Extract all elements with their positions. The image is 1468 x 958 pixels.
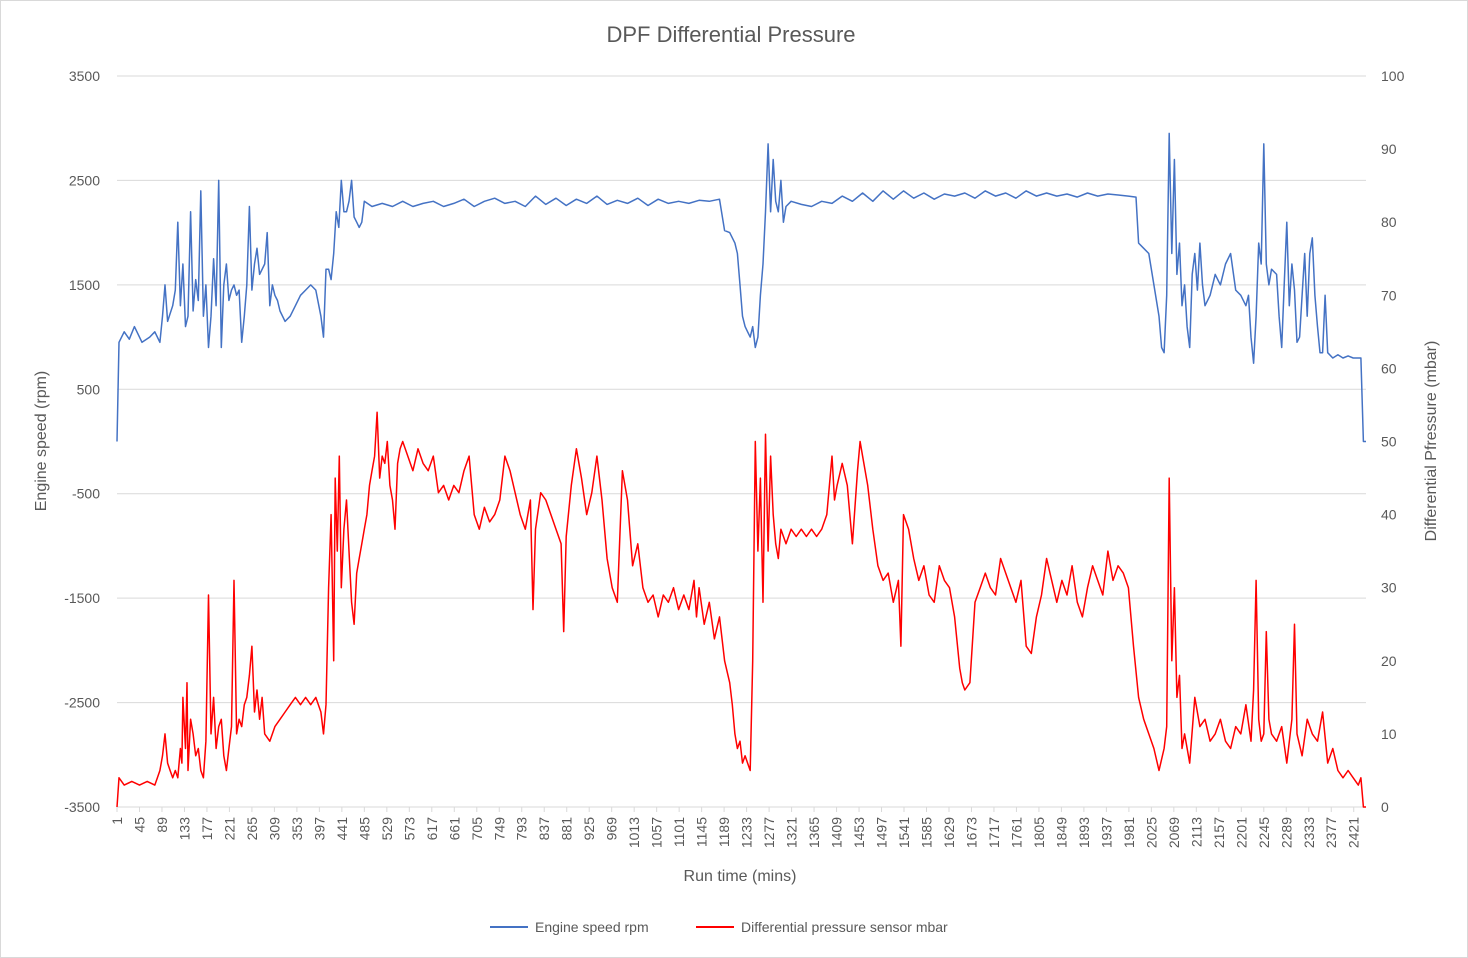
right-tick-label: 30 — [1381, 580, 1397, 596]
x-tick-label: 397 — [311, 817, 327, 841]
left-tick-label: -2500 — [64, 695, 100, 711]
x-tick-label: 89 — [154, 817, 170, 833]
x-tick-label: 1497 — [874, 817, 890, 848]
x-tick-label: 969 — [604, 817, 620, 841]
left-tick-label: -500 — [72, 486, 100, 502]
left-tick-label: -3500 — [64, 799, 100, 815]
right-tick-label: 100 — [1381, 68, 1405, 84]
left-tick-label: 500 — [77, 381, 101, 397]
x-tick-label: 1937 — [1098, 817, 1114, 848]
x-tick-label: 2377 — [1323, 817, 1339, 848]
x-tick-label: 1365 — [806, 817, 822, 848]
x-tick-label: 573 — [401, 817, 417, 841]
x-tick-label: 1057 — [649, 817, 665, 848]
x-tick-label: 221 — [221, 817, 237, 841]
x-axis-ticks: 1 45 89 133 177 221 265 309 353 397 441 485 529 573 61… — [109, 807, 1362, 848]
x-tick-label: 1585 — [918, 817, 934, 848]
x-tick-label: 2289 — [1278, 817, 1294, 848]
right-tick-label: 90 — [1381, 141, 1397, 157]
right-tick-label: 0 — [1381, 799, 1389, 815]
right-tick-label: 20 — [1381, 653, 1397, 669]
x-tick-label: 2025 — [1143, 817, 1159, 848]
x-tick-label: 1761 — [1008, 817, 1024, 848]
x-tick-label: 2157 — [1211, 817, 1227, 848]
right-tick-label: 40 — [1381, 507, 1397, 523]
x-tick-label: 309 — [266, 817, 282, 841]
x-tick-label: 1 — [109, 817, 125, 825]
left-tick-label: 1500 — [69, 277, 100, 293]
x-tick-label: 2069 — [1166, 817, 1182, 848]
x-tick-label: 705 — [469, 817, 485, 841]
x-tick-label: 1805 — [1031, 817, 1047, 848]
x-tick-label: 1629 — [941, 817, 957, 848]
x-tick-label: 1277 — [761, 817, 777, 848]
legend-label-differential-pressure: Differential pressure sensor mbar — [741, 919, 948, 935]
x-tick-label: 353 — [289, 817, 305, 841]
x-tick-label: 177 — [199, 817, 215, 841]
x-tick-label: 661 — [446, 817, 462, 841]
right-axis-title: Differential Pfressure (mbar) — [1423, 341, 1440, 542]
x-tick-label: 45 — [131, 817, 147, 833]
legend: Engine speed rpm Differential pressure s… — [490, 919, 948, 935]
x-tick-label: 133 — [176, 817, 192, 841]
x-tick-label: 2201 — [1233, 817, 1249, 848]
x-tick-label: 1893 — [1076, 817, 1092, 848]
left-tick-label: 3500 — [69, 68, 100, 84]
right-tick-label: 80 — [1381, 214, 1397, 230]
x-tick-label: 1673 — [963, 817, 979, 848]
series-layer — [116, 132, 1366, 808]
x-tick-label: 265 — [244, 817, 260, 841]
x-tick-label: 837 — [536, 817, 552, 841]
legend-label-engine-speed: Engine speed rpm — [535, 919, 649, 935]
right-tick-label: 10 — [1381, 726, 1397, 742]
right-tick-label: 60 — [1381, 360, 1397, 376]
gridlines — [117, 75, 1366, 808]
x-tick-label: 1013 — [626, 817, 642, 848]
left-axis-title: Engine speed (rpm) — [33, 371, 50, 512]
x-tick-label: 881 — [559, 817, 575, 841]
x-axis-title: Run time (mins) — [684, 868, 797, 885]
right-tick-label: 70 — [1381, 287, 1397, 303]
right-tick-label: 50 — [1381, 434, 1397, 450]
x-tick-label: 2333 — [1301, 817, 1317, 848]
x-tick-label: 441 — [334, 817, 350, 841]
left-tick-label: -1500 — [64, 590, 100, 606]
x-tick-label: 529 — [379, 817, 395, 841]
series-line-engine-speed — [116, 132, 1366, 443]
x-tick-label: 1717 — [986, 817, 1002, 848]
x-tick-label: 1145 — [694, 817, 710, 847]
x-tick-label: 1409 — [829, 817, 845, 848]
x-tick-label: 617 — [424, 817, 440, 841]
x-tick-label: 1453 — [851, 817, 867, 848]
x-tick-label: 749 — [491, 817, 507, 841]
left-axis-ticks: 3500 2500 1500 500 -500 -1500 -2500 -3500 — [64, 68, 100, 815]
x-tick-label: 1849 — [1053, 817, 1069, 848]
x-tick-label: 2113 — [1188, 817, 1204, 847]
x-tick-label: 1321 — [784, 817, 800, 848]
left-tick-label: 2500 — [69, 172, 100, 188]
x-tick-label: 1233 — [739, 817, 755, 848]
x-tick-label: 1541 — [896, 817, 912, 848]
chart-title: DPF Differential Pressure — [606, 22, 855, 47]
x-tick-label: 1101 — [671, 817, 687, 847]
x-tick-label: 1189 — [716, 817, 732, 847]
x-tick-label: 793 — [514, 817, 530, 841]
x-tick-label: 925 — [581, 817, 597, 841]
x-tick-label: 2421 — [1346, 817, 1362, 848]
x-tick-label: 485 — [356, 817, 372, 841]
x-tick-label: 2245 — [1256, 817, 1272, 848]
x-tick-label: 1981 — [1121, 817, 1137, 848]
series-line-differential-pressure — [116, 411, 1366, 808]
